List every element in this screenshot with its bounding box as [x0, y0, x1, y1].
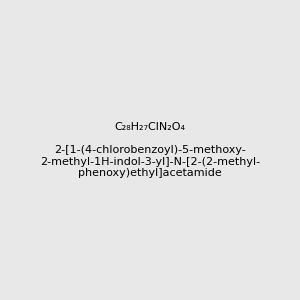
Text: C₂₈H₂₇ClN₂O₄

2-[1-(4-chlorobenzoyl)-5-methoxy-
2-methyl-1H-indol-3-yl]-N-[2-(2-: C₂₈H₂₇ClN₂O₄ 2-[1-(4-chlorobenzoyl)-5-me… — [40, 122, 260, 178]
